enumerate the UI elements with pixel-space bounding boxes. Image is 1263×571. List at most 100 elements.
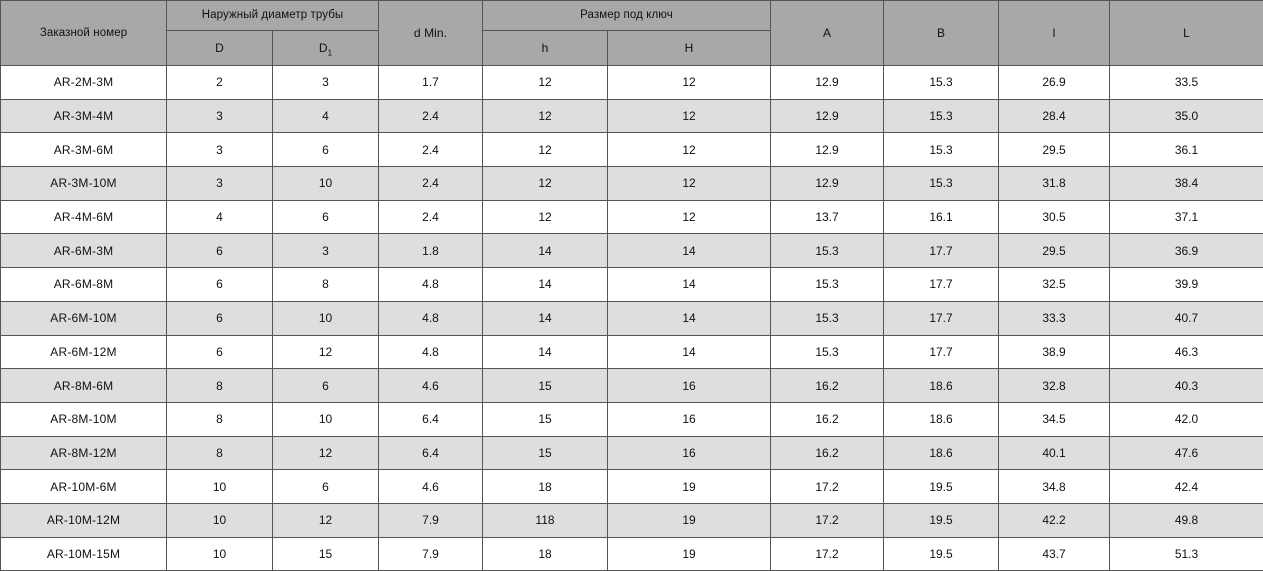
cell-b: 15.3: [884, 99, 999, 133]
cell-b: 18.6: [884, 369, 999, 403]
cell-l-large: 42.4: [1110, 470, 1263, 504]
cell-a: 15.3: [771, 234, 884, 268]
column-header-d1-base: D: [319, 41, 328, 55]
cell-h-large: 12: [608, 66, 771, 100]
cell-b: 18.6: [884, 436, 999, 470]
cell-order-number: AR-6M-8M: [1, 268, 167, 302]
cell-d1: 10: [273, 167, 379, 201]
cell-a: 17.2: [771, 470, 884, 504]
cell-h-small: 15: [483, 369, 608, 403]
cell-l-large: 40.3: [1110, 369, 1263, 403]
cell-l-small: 29.5: [999, 234, 1110, 268]
cell-d-min: 7.9: [379, 503, 483, 537]
column-group-header-wrench-size: Размер под ключ: [483, 1, 771, 31]
cell-d: 6: [167, 234, 273, 268]
column-header-d1: D1: [273, 31, 379, 66]
cell-h-large: 16: [608, 436, 771, 470]
cell-order-number: AR-4M-6M: [1, 200, 167, 234]
cell-l-large: 42.0: [1110, 402, 1263, 436]
cell-d-min: 4.8: [379, 301, 483, 335]
cell-d1: 4: [273, 99, 379, 133]
cell-d: 8: [167, 369, 273, 403]
cell-h-small: 12: [483, 133, 608, 167]
cell-b: 15.3: [884, 66, 999, 100]
cell-d-min: 1.7: [379, 66, 483, 100]
cell-d1: 12: [273, 335, 379, 369]
cell-l-large: 35.0: [1110, 99, 1263, 133]
cell-l-small: 31.8: [999, 167, 1110, 201]
cell-b: 17.7: [884, 234, 999, 268]
table-header: Заказной номер Наружный диаметр трубы d …: [1, 1, 1263, 66]
cell-h-large: 19: [608, 470, 771, 504]
cell-a: 15.3: [771, 268, 884, 302]
cell-b: 15.3: [884, 167, 999, 201]
cell-a: 12.9: [771, 99, 884, 133]
cell-a: 12.9: [771, 133, 884, 167]
cell-l-small: 33.3: [999, 301, 1110, 335]
cell-d1: 6: [273, 200, 379, 234]
cell-d: 3: [167, 99, 273, 133]
cell-a: 17.2: [771, 503, 884, 537]
cell-l-large: 38.4: [1110, 167, 1263, 201]
cell-d1: 10: [273, 402, 379, 436]
cell-d-min: 2.4: [379, 99, 483, 133]
cell-order-number: AR-8M-6M: [1, 369, 167, 403]
cell-d1: 15: [273, 537, 379, 571]
cell-h-small: 14: [483, 301, 608, 335]
cell-order-number: AR-3M-6M: [1, 133, 167, 167]
cell-d-min: 2.4: [379, 133, 483, 167]
cell-order-number: AR-8M-10M: [1, 402, 167, 436]
cell-d: 8: [167, 402, 273, 436]
cell-h-small: 12: [483, 99, 608, 133]
cell-d-min: 7.9: [379, 537, 483, 571]
column-header-b: B: [884, 1, 999, 66]
cell-h-large: 12: [608, 200, 771, 234]
cell-l-large: 33.5: [1110, 66, 1263, 100]
cell-order-number: AR-8M-12M: [1, 436, 167, 470]
cell-d: 10: [167, 470, 273, 504]
cell-d1: 12: [273, 436, 379, 470]
cell-d: 3: [167, 133, 273, 167]
cell-l-small: 40.1: [999, 436, 1110, 470]
cell-h-large: 12: [608, 167, 771, 201]
cell-b: 19.5: [884, 537, 999, 571]
cell-l-small: 34.5: [999, 402, 1110, 436]
cell-d-min: 4.8: [379, 335, 483, 369]
cell-h-small: 15: [483, 436, 608, 470]
cell-l-large: 40.7: [1110, 301, 1263, 335]
cell-a: 16.2: [771, 402, 884, 436]
cell-d: 6: [167, 268, 273, 302]
cell-h-small: 14: [483, 268, 608, 302]
cell-l-small: 29.5: [999, 133, 1110, 167]
cell-d-min: 2.4: [379, 200, 483, 234]
cell-d-min: 6.4: [379, 436, 483, 470]
cell-h-small: 12: [483, 66, 608, 100]
column-header-a: A: [771, 1, 884, 66]
cell-l-small: 26.9: [999, 66, 1110, 100]
cell-l-large: 46.3: [1110, 335, 1263, 369]
cell-l-large: 51.3: [1110, 537, 1263, 571]
cell-d: 2: [167, 66, 273, 100]
cell-order-number: AR-2M-3M: [1, 66, 167, 100]
cell-a: 15.3: [771, 335, 884, 369]
cell-l-small: 28.4: [999, 99, 1110, 133]
cell-l-small: 32.8: [999, 369, 1110, 403]
cell-h-small: 18: [483, 470, 608, 504]
cell-d: 10: [167, 503, 273, 537]
cell-l-large: 36.9: [1110, 234, 1263, 268]
cell-b: 17.7: [884, 268, 999, 302]
cell-l-small: 30.5: [999, 200, 1110, 234]
cell-d-min: 6.4: [379, 402, 483, 436]
cell-order-number: AR-6M-10M: [1, 301, 167, 335]
cell-order-number: AR-3M-4M: [1, 99, 167, 133]
